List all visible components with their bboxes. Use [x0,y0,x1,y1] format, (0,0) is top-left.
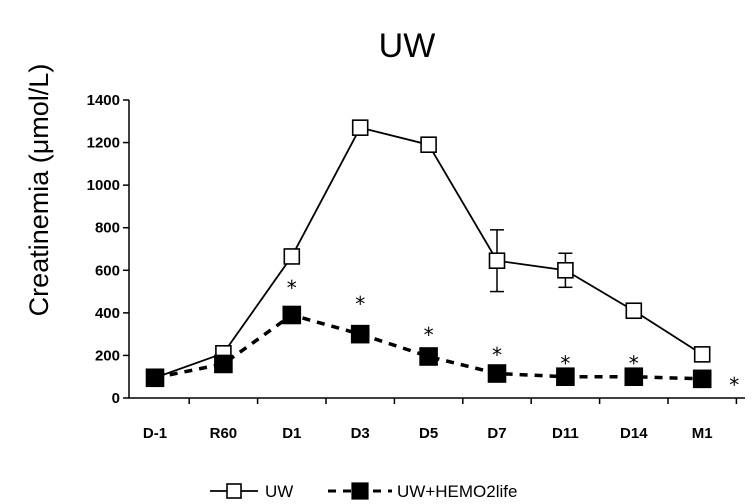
y-tick-label: 200 [95,347,120,364]
y-axis-label: Creatinemia (μmol/L) [24,64,54,317]
y-tick-label: 0 [112,390,120,407]
significance-star: * [729,373,739,397]
significance-star: * [629,352,639,376]
legend-marker-uw [226,483,242,499]
y-tick-label: 1200 [87,135,120,152]
x-tick-label: D-1 [143,425,167,442]
data-point [419,347,438,366]
data-point [350,324,370,344]
data-point [488,252,506,270]
chart-title: UW [379,27,436,65]
data-point [487,364,507,383]
data-point [692,369,712,389]
y-tick-label: 1400 [87,92,120,109]
y-tick-labels: 0 200 400 600 800 1000 1200 1400 [87,92,120,407]
significance-star: * [560,352,570,376]
series-line [154,313,703,381]
data-point [351,119,369,136]
significance-star: * [287,276,297,300]
legend-label-uw-hemo2life: UW+HEMO2life [397,482,517,501]
significance-star: * [424,323,434,347]
data-point [624,367,644,387]
x-tick-label: R60 [210,425,238,442]
y-tick-label: 600 [95,262,120,279]
series-uw-hemo2life [145,305,712,389]
x-tick-label: M1 [692,425,713,442]
data-point [145,368,165,388]
significance-star: * [492,343,502,367]
x-tick-label: D7 [487,425,506,442]
x-tick-label: D5 [419,425,438,442]
x-tick-labels: D-1 R60 D1 D3 D5 D7 D11 D14 M1 [143,425,713,442]
x-tick-label: D3 [351,425,370,442]
series-layer [145,119,712,389]
axes [123,99,745,404]
data-point [420,136,437,153]
annotations: * * * * * * * [287,276,739,397]
legend: UW UW+HEMO2life [210,482,517,501]
data-point [557,261,574,279]
legend-marker-uw-hemo2life [351,482,369,500]
x-tick-label: D1 [282,425,301,442]
data-point [282,305,302,325]
y-tick-label: 400 [95,305,120,322]
y-tick-label: 800 [95,220,120,237]
data-point [214,354,233,374]
significance-star: * [355,292,365,316]
legend-label-uw: UW [265,482,293,501]
x-tick-label: D11 [552,425,579,442]
data-point [556,367,575,387]
data-point [693,346,711,363]
data-point [625,302,643,320]
data-point [283,248,301,265]
x-tick-label: D14 [620,425,648,442]
y-tick-label: 1000 [87,177,120,194]
